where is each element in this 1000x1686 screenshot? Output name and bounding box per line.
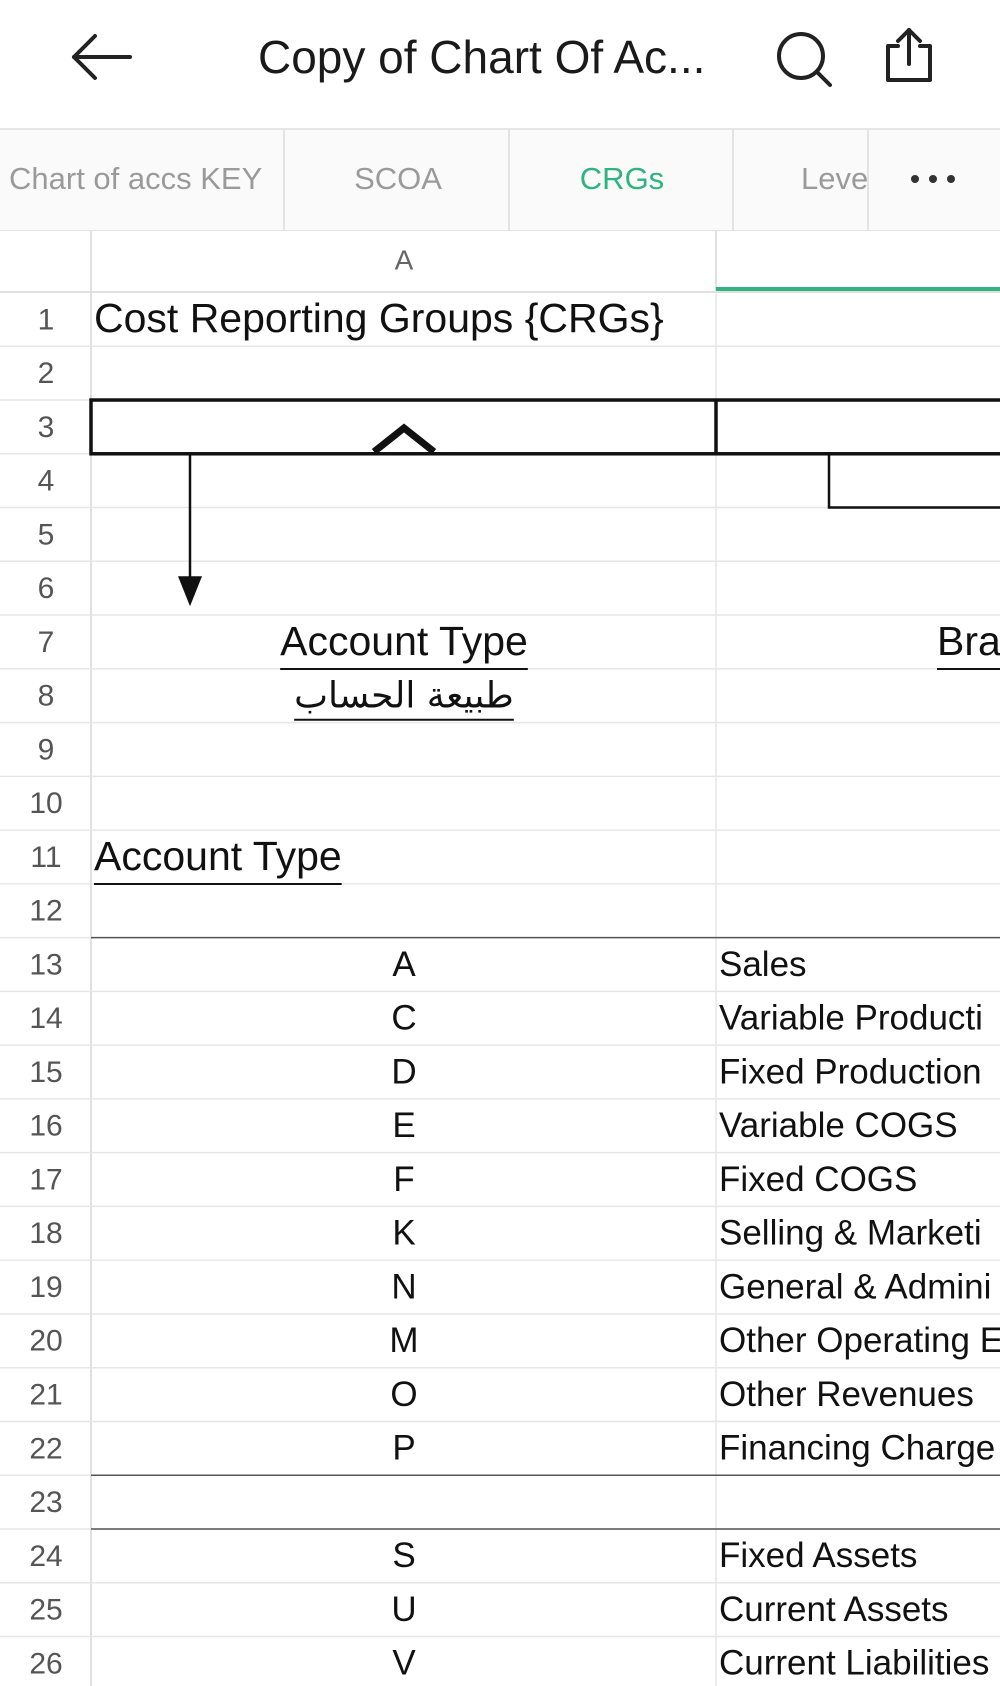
cell-b: Sales (719, 945, 807, 984)
cell-text: Account Type (280, 618, 528, 664)
cell-text: Other Operating E (719, 1321, 1000, 1360)
cell-text: Account Type (94, 833, 342, 879)
row-number: 13 (29, 948, 62, 981)
cell-b: Selling & Marketi (719, 1214, 982, 1253)
cell-b: Fixed Assets (719, 1536, 917, 1575)
cell-b: Other Operating E (719, 1321, 1000, 1360)
selected-column-indicator (716, 287, 1000, 291)
back-button[interactable] (72, 34, 132, 80)
top-bar (0, 0, 1000, 129)
cell-text: S (392, 1536, 415, 1575)
cell-text: Variable COGS (719, 1106, 958, 1145)
row-number: 20 (29, 1325, 62, 1358)
cell-b: Fixed Production (719, 1052, 982, 1091)
search-button[interactable] (777, 32, 832, 87)
row-number: 14 (29, 1002, 62, 1035)
row-number: 19 (29, 1271, 62, 1304)
cell-text: C (391, 999, 416, 1038)
row-number: 10 (29, 787, 62, 820)
cell-text: Fixed Production (719, 1052, 982, 1091)
cell-text: Sales (719, 945, 807, 984)
cell-text: Cost Reporting Groups {CRGs} (94, 295, 664, 341)
cell-text: V (392, 1644, 416, 1683)
row-number: 22 (29, 1432, 62, 1465)
sheet-tab[interactable]: SCOA (354, 161, 442, 196)
box (89, 398, 1000, 456)
cell-b: Financing Charge (719, 1429, 995, 1468)
cell-text: E (392, 1106, 415, 1145)
cell-text: Current Liabilities (719, 1644, 989, 1683)
cell-text: General & Admini (719, 1267, 991, 1306)
sheet-tab[interactable]: Leve (801, 161, 868, 196)
cell-text: D (391, 1052, 416, 1091)
cell-b: Current Assets (719, 1590, 949, 1629)
row-number: 24 (29, 1540, 62, 1573)
row-number: 17 (29, 1163, 62, 1196)
arrow-head (178, 576, 202, 607)
row-number: 4 (38, 465, 55, 498)
row-number: 16 (29, 1110, 62, 1143)
row-number: 21 (29, 1379, 62, 1412)
row-number: 2 (38, 357, 55, 390)
cell-text: Selling & Marketi (719, 1214, 982, 1253)
cell-b: Variable Producti (719, 999, 983, 1038)
row-number: 15 (29, 1056, 62, 1089)
row-number: 7 (38, 626, 55, 659)
cell-text: A (392, 945, 416, 984)
row-number: 11 (30, 841, 61, 874)
chevron-mask (360, 455, 450, 468)
cell-text: M (389, 1321, 418, 1360)
column-header[interactable]: A (395, 244, 414, 275)
cell-text: Current Assets (719, 1590, 949, 1629)
cell-b: Bra (937, 618, 1000, 670)
cell-text: Financing Charge (719, 1429, 995, 1468)
cell-text: U (391, 1590, 416, 1629)
cell-text: Fixed Assets (719, 1536, 917, 1575)
cell-b: Fixed COGS (719, 1160, 917, 1199)
row-number: 9 (38, 733, 55, 766)
sheet-tab-active[interactable]: CRGs (580, 161, 664, 196)
row-number: 6 (38, 572, 55, 605)
row-number: 23 (29, 1486, 62, 1519)
row-number: 25 (29, 1594, 62, 1627)
cell-text: Variable Producti (719, 999, 983, 1038)
row-number: 26 (29, 1647, 62, 1680)
cell-b: Current Liabilities (719, 1644, 989, 1683)
document-title: Copy of Chart Of Ac... (258, 31, 705, 83)
sheet-tab[interactable]: Chart of accs KEY (9, 161, 262, 196)
cell-b: General & Admini (719, 1267, 991, 1306)
row-number: 5 (38, 518, 55, 551)
row-number: 12 (29, 895, 62, 928)
chevron (371, 423, 437, 455)
tab-bar (0, 130, 1000, 231)
cell-text: K (392, 1214, 415, 1253)
more-tabs[interactable] (911, 175, 955, 183)
cell-b: Other Revenues (719, 1375, 974, 1414)
row-number: 3 (38, 411, 55, 444)
cell-text: Bra (937, 618, 1000, 664)
bracket (827, 453, 1000, 509)
cell-text: F (393, 1160, 414, 1199)
cell-text: P (392, 1429, 415, 1468)
cell-text: Fixed COGS (719, 1160, 917, 1199)
cell-text: N (391, 1267, 416, 1306)
column-header-bar (0, 231, 1000, 292)
cell-text: طبيعة الحساب (294, 676, 514, 717)
share-icon[interactable] (886, 28, 932, 82)
row-number: 18 (29, 1217, 62, 1250)
row-number: 8 (38, 680, 55, 713)
row-number: 1 (38, 303, 55, 336)
cell-text: O (390, 1375, 417, 1414)
cell-b: Variable COGS (719, 1106, 958, 1145)
cell-text: Other Revenues (719, 1375, 974, 1414)
